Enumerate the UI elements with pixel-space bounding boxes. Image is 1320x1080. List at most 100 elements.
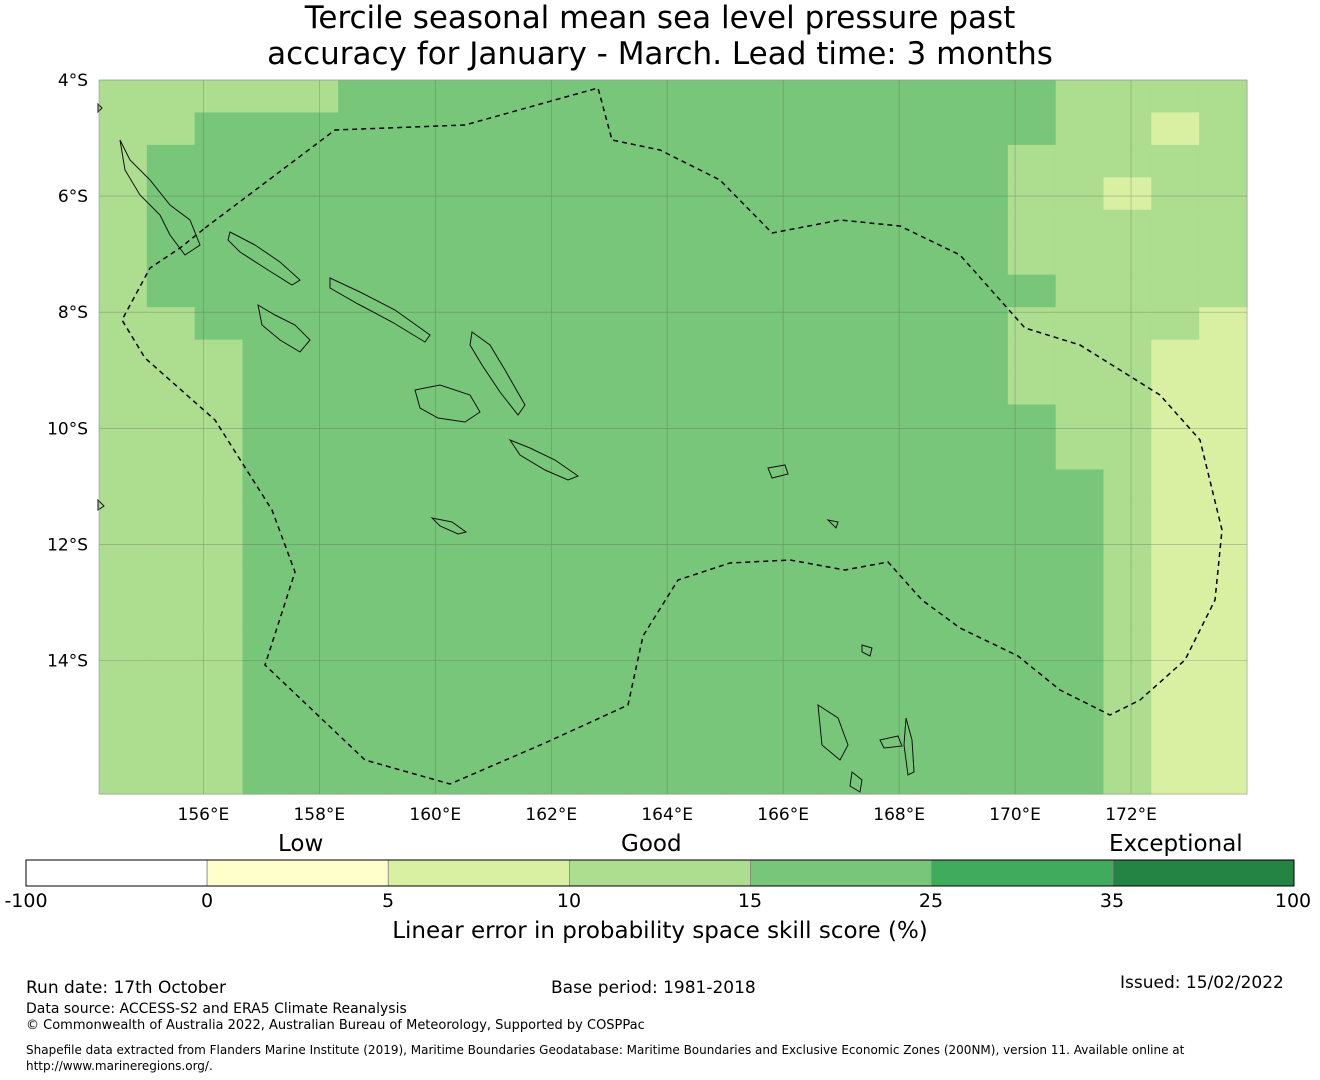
grid-cell [338, 599, 387, 633]
grid-cell [625, 80, 674, 114]
grid-cell [720, 469, 770, 503]
colorbar-segment [1112, 859, 1295, 887]
grid-cell [1007, 437, 1057, 471]
grid-cell [625, 469, 674, 503]
grid-cell [1151, 631, 1200, 665]
longitude-label: 166°E [757, 805, 809, 825]
grid-cell [1007, 761, 1057, 795]
grid-cell [912, 372, 961, 406]
grid-cell [912, 729, 961, 763]
grid-cell [912, 177, 961, 211]
grid-cell [768, 501, 818, 535]
grid-cell [768, 339, 818, 373]
title-line-2: accuracy for January - March. Lead time:… [267, 36, 1053, 72]
grid-cell [768, 404, 818, 438]
grid-cell [146, 437, 196, 471]
grid-cell [1151, 209, 1200, 243]
grid-cell [960, 501, 1009, 535]
grid-cell [1151, 80, 1200, 114]
grid-cell [625, 177, 674, 211]
grid-cell [481, 112, 531, 146]
grid-cell [1151, 729, 1200, 763]
grid-cell [1103, 437, 1152, 471]
grid-cell [338, 242, 387, 276]
grid-cell [912, 339, 961, 373]
grid-cell [481, 80, 531, 114]
grid-cell [433, 761, 483, 795]
grid-cell [386, 729, 435, 763]
grid-cell [912, 664, 961, 698]
grid-cell [1055, 177, 1105, 211]
grid-cell [99, 372, 148, 406]
grid-cell [673, 80, 722, 114]
grid-cell [912, 242, 961, 276]
run-date: Run date: 17th October [26, 978, 226, 998]
island-west-edge [97, 102, 103, 114]
grid-cell [194, 404, 244, 438]
grid-cell [1007, 696, 1057, 730]
grid-cell [673, 144, 722, 178]
grid-cell [1055, 534, 1105, 568]
grid-cell [1199, 437, 1248, 471]
grid-cell [768, 437, 818, 471]
grid-cell [290, 144, 339, 178]
grid-cell [816, 664, 865, 698]
grid-cell [481, 664, 531, 698]
grid-cell [481, 469, 531, 503]
grid-cell [1151, 469, 1200, 503]
grid-cell [146, 307, 196, 341]
grid-cell [1103, 729, 1152, 763]
grid-cell [242, 534, 291, 568]
grid-cell [194, 144, 244, 178]
grid-cell [1055, 664, 1105, 698]
island-torres [826, 519, 839, 529]
grid-cell [1007, 469, 1057, 503]
grid-cell [625, 339, 674, 373]
grid-cell [577, 177, 626, 211]
grid-cell [529, 729, 578, 763]
grid-cell [577, 209, 626, 243]
grid-cell [1151, 372, 1200, 406]
grid-cell [529, 339, 578, 373]
grid-cell [1103, 209, 1152, 243]
grid-cell [386, 469, 435, 503]
grid-cell [1055, 372, 1105, 406]
grid-cell [194, 599, 244, 633]
grid-cell [577, 274, 626, 308]
grid-cell [577, 566, 626, 600]
grid-cell [194, 242, 244, 276]
grid-cell [146, 372, 196, 406]
grid-cell [673, 534, 722, 568]
grid-cell [768, 664, 818, 698]
grid-cell [529, 242, 578, 276]
grid-cell [673, 501, 722, 535]
grid-cell [816, 274, 865, 308]
grid-cell [673, 112, 722, 146]
grid-cell [577, 729, 626, 763]
grid-cell [673, 664, 722, 698]
grid-cell [673, 437, 722, 471]
grid-cell [290, 534, 339, 568]
island-malakula [849, 771, 863, 793]
grid-cell [1055, 631, 1105, 665]
grid-cell [1055, 599, 1105, 633]
grid-cell [816, 761, 865, 795]
grid-cell [673, 242, 722, 276]
grid-cell [1007, 372, 1057, 406]
grid-cell [481, 566, 531, 600]
grid-cell [720, 339, 770, 373]
grid-cell [768, 274, 818, 308]
grid-cell [338, 437, 387, 471]
longitude-label: 156°E [178, 805, 230, 825]
grid-cell [99, 469, 148, 503]
grid-cell [816, 501, 865, 535]
grid-cell [386, 80, 435, 114]
grid-cell [433, 599, 483, 633]
grid-cell [625, 209, 674, 243]
grid-cell [242, 729, 291, 763]
grid-cell [1103, 242, 1152, 276]
colorbar-segment [750, 859, 933, 887]
eez-solomon-islands [121, 87, 1223, 785]
grid-cell [625, 274, 674, 308]
